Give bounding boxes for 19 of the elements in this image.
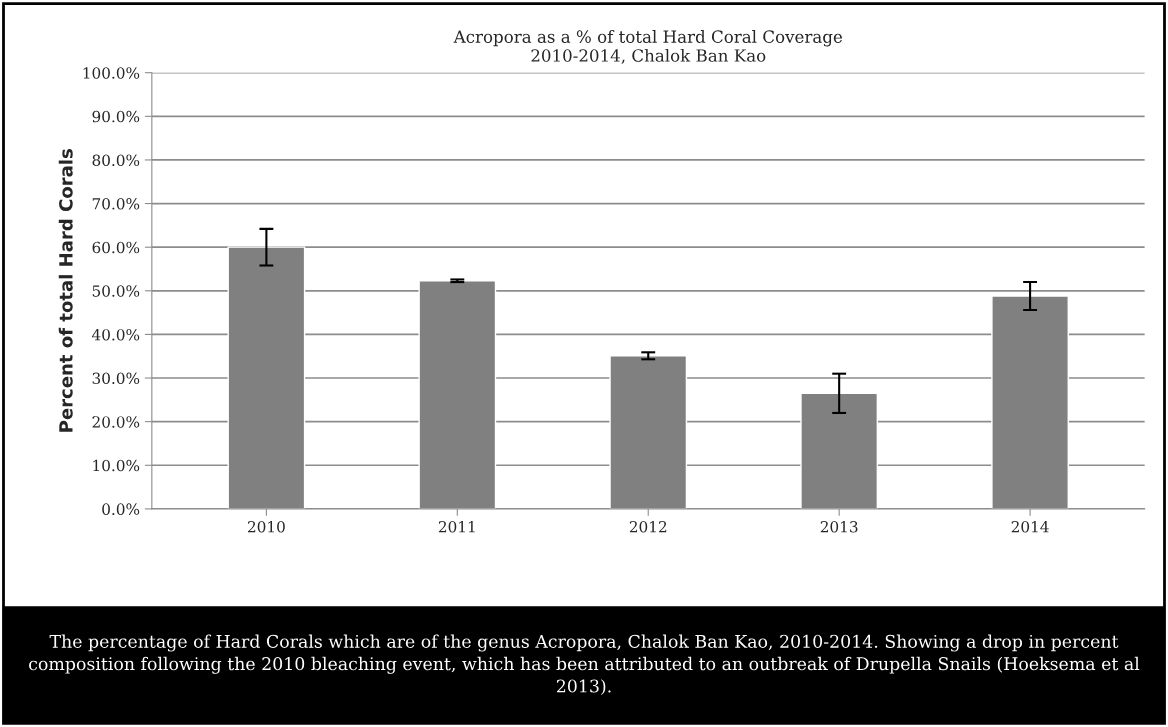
x-tick-label: 2010 [247, 520, 285, 533]
y-axis-title: Percent of total Hard Corals [58, 149, 73, 432]
y-tick-label: 90.0% [92, 110, 140, 123]
y-tick-label: 60.0% [92, 241, 140, 254]
x-tick-label: 2014 [1011, 520, 1049, 533]
y-tick-label: 10.0% [93, 459, 140, 472]
y-tick-label: 30.0% [92, 372, 140, 385]
x-tick-label: 2012 [629, 520, 667, 533]
x-tick-label: 2013 [820, 520, 858, 533]
y-tick-label: 40.0% [91, 328, 140, 341]
y-tick-label: 20.0% [92, 416, 140, 428]
y-tick-label: 70.0% [92, 198, 140, 210]
text: The percentage of Hard Corals which are of the genus Acropora, Chalok Ban Kao, 2010-2014. Showing a drop in percent composition following the 2010 bleaching event, which has been attributed to an outbreak of Drupella Snails (Hoeksema et al 2013). [29, 634, 1140, 696]
y-tick-label: 0.0% [102, 503, 140, 515]
x-tick-label: 2011 [438, 520, 475, 533]
y-tick-label: 100.0% [83, 67, 140, 79]
chart-title: Acropora as a % of total Hard Coral Coverage 2010-2014, Chalok Ban Kao [453, 30, 842, 64]
y-tick-label: 80.0% [92, 154, 140, 166]
y-tick-label: 50.0% [92, 285, 140, 297]
